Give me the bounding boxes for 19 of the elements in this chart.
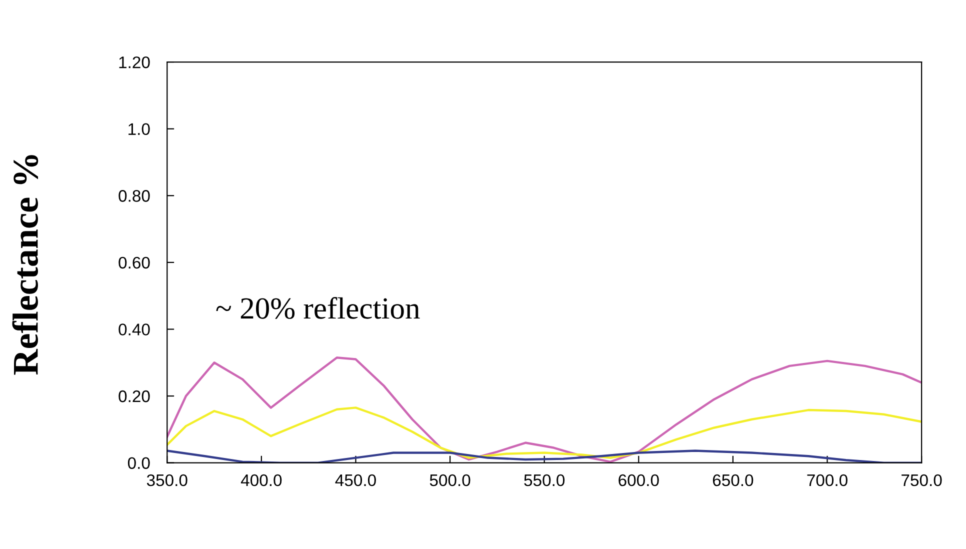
x-tick-label: 550.0	[524, 474, 565, 486]
y-tick-label: 0.80	[118, 190, 150, 202]
y-tick-label: 1.0	[128, 123, 150, 136]
x-tick-label: 450.0	[335, 474, 376, 486]
x-tick-label: 350.0	[146, 474, 188, 486]
y-axis-title: Reflectance %	[12, 155, 38, 375]
annotation: ~ 20% reflection	[216, 297, 420, 319]
y-tick-label: 1.20	[119, 56, 150, 68]
line-series	[167, 406, 922, 459]
y-tick-label: 0.40	[118, 324, 150, 336]
y-tick-label: 0.60	[118, 256, 150, 269]
x-tick-label: 500.0	[430, 474, 470, 486]
x-tick-label: 700.0	[807, 474, 848, 486]
x-tick-label: 600.0	[618, 474, 659, 486]
x-tick-label: 650.0	[712, 474, 754, 486]
x-tick-label: 750.0	[902, 474, 942, 486]
y-tick-label: 0.20	[118, 390, 150, 402]
y-tick-label: 0.0	[128, 457, 150, 470]
x-tick-label: 400.0	[240, 474, 282, 486]
